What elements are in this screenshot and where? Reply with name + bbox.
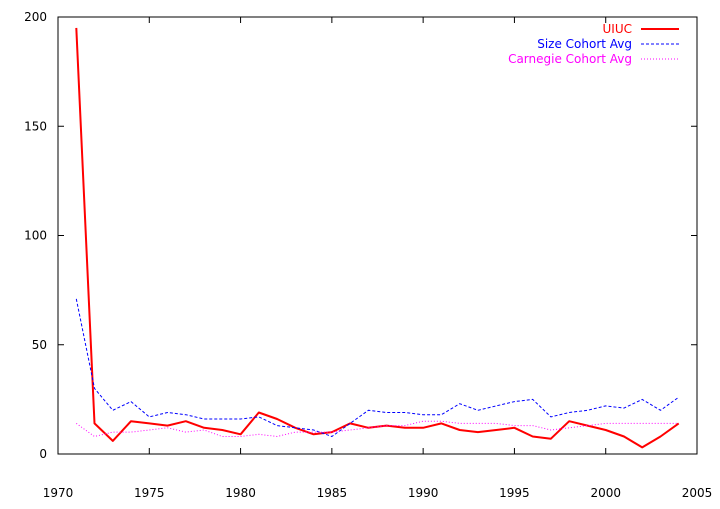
series-line-size-cohort-avg <box>76 299 678 437</box>
x-tick-label-1975: 1975 <box>134 486 165 500</box>
y-tick-label-0: 0 <box>39 447 47 461</box>
x-tick-label-2000: 2000 <box>590 486 621 500</box>
y-tick-label-150: 150 <box>24 119 47 133</box>
series-line-uiuc <box>76 28 678 448</box>
legend-label-carnegie-cohort-avg: Carnegie Cohort Avg <box>508 52 632 66</box>
x-tick-label-1995: 1995 <box>499 486 530 500</box>
legend-label-size-cohort-avg: Size Cohort Avg <box>537 37 632 51</box>
x-tick-label-1985: 1985 <box>317 486 348 500</box>
y-tick-label-100: 100 <box>24 229 47 243</box>
x-tick-label-2005: 2005 <box>682 486 713 500</box>
legend-label-uiuc: UIUC <box>603 22 632 36</box>
series-line-carnegie-cohort-avg <box>76 421 678 436</box>
x-tick-label-1970: 1970 <box>43 486 74 500</box>
y-tick-label-200: 200 <box>24 10 47 24</box>
plot-frame <box>58 17 697 454</box>
x-tick-label-1980: 1980 <box>225 486 256 500</box>
y-tick-label-50: 50 <box>32 338 47 352</box>
x-tick-label-1990: 1990 <box>408 486 439 500</box>
